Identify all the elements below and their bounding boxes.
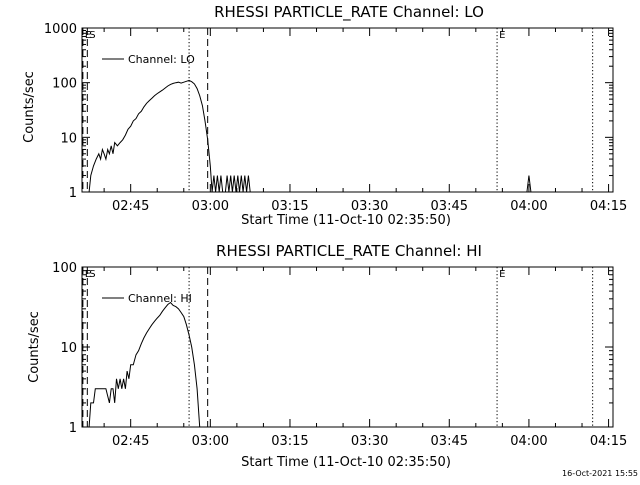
y-tick-label-lo: 1000 bbox=[44, 22, 77, 37]
chart-panel-lo: 1 10 100 1000 02:45 03:00 03:15 03:30 03:45 04:00… bbox=[44, 22, 627, 214]
series-line-lo bbox=[88, 79, 251, 193]
x-axis-label-hi: Start Time (11-Oct-10 02:35:50) bbox=[241, 455, 451, 470]
x-tick-label-lo: 04:15 bbox=[590, 199, 627, 214]
x-tick-label-hi: 04:15 bbox=[590, 434, 627, 449]
y-tick-label-lo: 100 bbox=[52, 77, 77, 92]
x-tick-label-hi: 03:30 bbox=[351, 434, 388, 449]
x-tick-label-lo: 03:30 bbox=[351, 199, 388, 214]
chart-title-lo: RHESSI PARTICLE_RATE Channel: LO bbox=[214, 3, 484, 22]
y-tick-label-lo: 10 bbox=[60, 131, 77, 146]
x-tick-label-lo: 02:45 bbox=[112, 199, 149, 214]
chart-panel-hi: 1 10 100 02:45 03:00 03:15 03:30 03:45 04:00 04:1… bbox=[52, 261, 627, 449]
x-tick-label-hi: 03:45 bbox=[431, 434, 468, 449]
marker-label-hi: S bbox=[89, 269, 95, 280]
y-tick-label-hi: 100 bbox=[52, 261, 77, 276]
x-axis-label-lo: Start Time (11-Oct-10 02:35:50) bbox=[241, 213, 451, 228]
y-tick-label-hi: 1 bbox=[69, 421, 77, 436]
legend-label-hi: Channel: HI bbox=[128, 292, 192, 305]
marker-label-lo: E bbox=[85, 30, 91, 41]
x-tick-label-lo: 03:15 bbox=[271, 199, 308, 214]
y-tick-label-hi: 10 bbox=[60, 341, 77, 356]
legend-label-lo: Channel: LO bbox=[128, 53, 195, 66]
chart-title-hi: RHESSI PARTICLE_RATE Channel: HI bbox=[216, 242, 482, 261]
x-tick-label-hi: 03:15 bbox=[271, 434, 308, 449]
x-tick-label-hi: 04:00 bbox=[510, 434, 547, 449]
y-axis-label-lo: Counts/sec bbox=[22, 71, 37, 143]
plot-frame-lo bbox=[81, 27, 614, 193]
x-tick-label-lo: 04:00 bbox=[510, 199, 547, 214]
y-tick-label-lo: 1 bbox=[69, 186, 77, 201]
marker-label-hi: E bbox=[85, 269, 91, 280]
x-tick-label-lo: 03:45 bbox=[431, 199, 468, 214]
x-tick-label-hi: 03:00 bbox=[192, 434, 229, 449]
marker-label-lo: E bbox=[499, 30, 505, 41]
x-tick-label-hi: 02:45 bbox=[112, 434, 149, 449]
footer-timestamp: 16-Oct-2021 15:55 bbox=[562, 469, 638, 478]
x-tick-label-lo: 03:00 bbox=[192, 199, 229, 214]
series-line-hi bbox=[88, 301, 201, 428]
marker-label-lo: S bbox=[89, 30, 95, 41]
marker-label-hi: E bbox=[499, 269, 505, 280]
y-axis-label-hi: Counts/sec bbox=[27, 311, 42, 383]
series-spike-lo bbox=[526, 175, 532, 193]
